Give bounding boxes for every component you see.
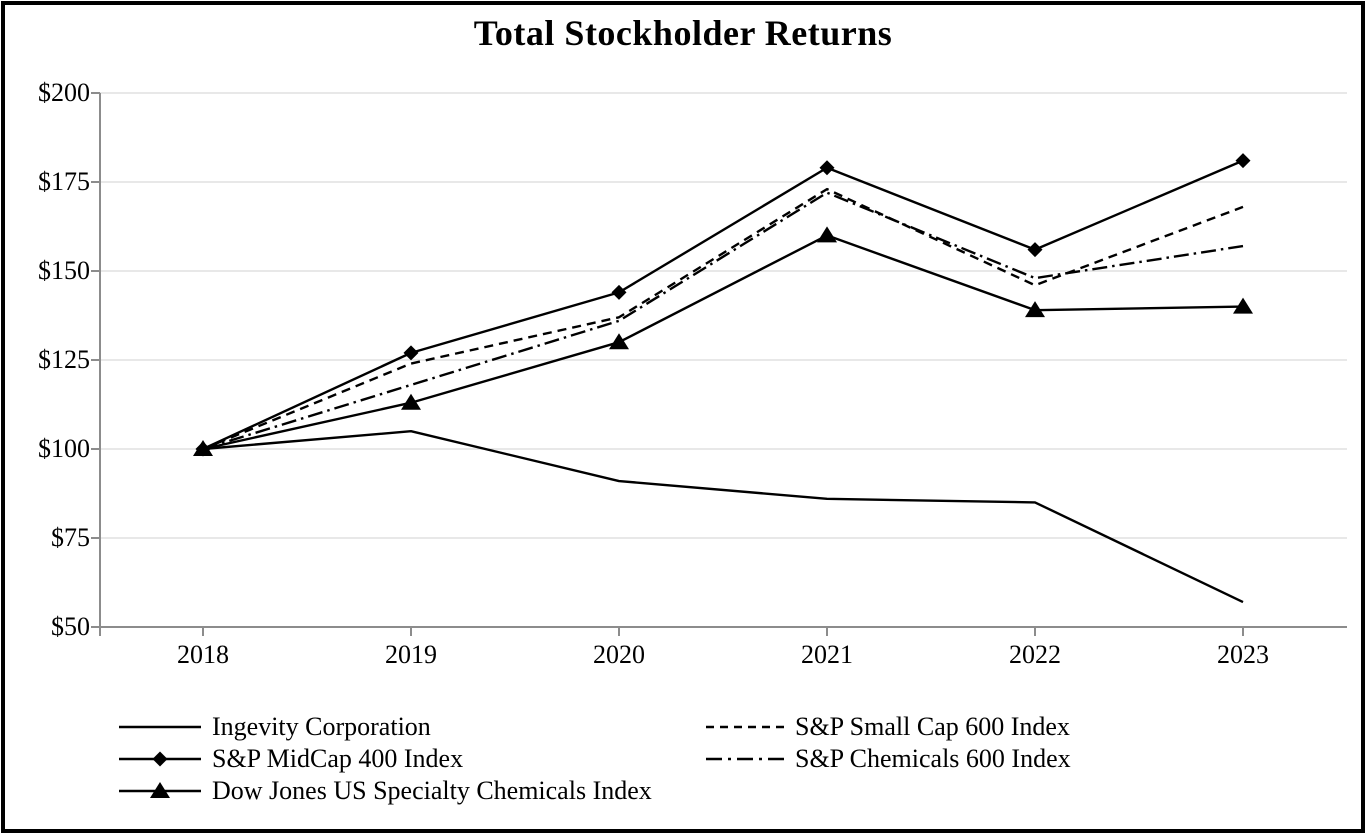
chart-title: Total Stockholder Returns (473, 13, 893, 53)
y-axis-tick-label: $100 (38, 434, 90, 463)
x-axis-tick-label: 2021 (801, 640, 853, 669)
x-axis-tick-label: 2019 (385, 640, 437, 669)
y-axis-tick-label: $75 (51, 523, 90, 552)
legend-label: S&P Chemicals 600 Index (795, 744, 1071, 773)
y-axis-tick-label: $175 (38, 167, 90, 196)
y-axis-tick-label: $50 (51, 612, 90, 641)
triangle-marker (609, 333, 629, 350)
diamond-marker (403, 345, 419, 361)
x-axis-tick-label: 2023 (1217, 640, 1269, 669)
diamond-marker (1027, 242, 1043, 258)
series-line-ingevity-corporation (202, 430, 1244, 604)
y-axis-tick-label: $200 (38, 78, 90, 107)
diamond-marker (819, 160, 835, 176)
triangle-marker (1025, 301, 1045, 318)
solid-line-sample-icon (119, 725, 201, 729)
x-axis-tick-label: 2020 (593, 640, 645, 669)
series-line-s-p-midcap-400-index (202, 159, 1244, 451)
diamond-marker (1235, 153, 1251, 169)
legend-label: Ingevity Corporation (212, 712, 431, 741)
legend-item: Dow Jones US Specialty Chemicals Index (118, 775, 652, 807)
legend-item: S&P Small Cap 600 Index (705, 711, 1070, 743)
y-axis-tick-label: $125 (38, 345, 90, 374)
y-axis-tick-label: $150 (38, 256, 90, 285)
dash-dot-line-sample-icon (706, 757, 784, 761)
legend-item: S&P MidCap 400 Index (118, 743, 463, 775)
legend-label: S&P MidCap 400 Index (212, 744, 464, 773)
diamond-marker (611, 284, 627, 300)
diamond-marker-line-sample-icon (119, 751, 201, 767)
legend-label: S&P Small Cap 600 Index (795, 712, 1070, 741)
legend-label: Dow Jones US Specialty Chemicals Index (212, 776, 652, 805)
series-line-dow-jones-us-specialty-chemicals-index (202, 234, 1244, 451)
dashed-line-sample-icon (706, 725, 784, 729)
triangle-marker (817, 226, 837, 243)
x-axis-tick-label: 2018 (177, 640, 229, 669)
legend-item: S&P Chemicals 600 Index (705, 743, 1071, 775)
x-axis-tick-label: 2022 (1009, 640, 1061, 669)
legend-item: Ingevity Corporation (118, 711, 431, 743)
triangle-marker-line-sample-icon (119, 782, 201, 798)
series-line-s-p-chemicals-600-index (202, 191, 1244, 451)
triangle-marker (401, 393, 421, 410)
triangle-marker (1233, 297, 1253, 314)
